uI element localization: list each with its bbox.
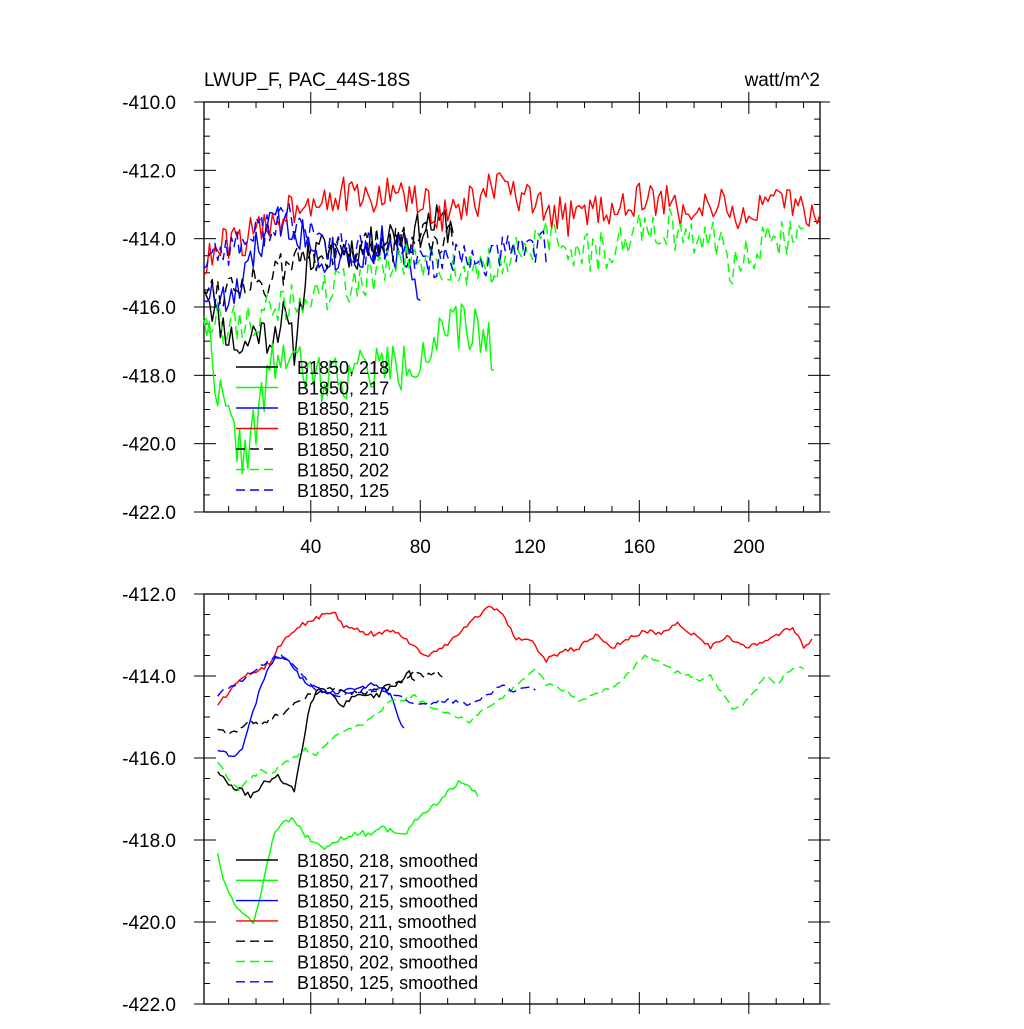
legend-label: B1850, 125 xyxy=(297,481,389,501)
y-tick-label: -422.0 xyxy=(122,503,176,524)
legend-label: B1850, 125, smoothed xyxy=(297,973,478,993)
legend-label: B1850, 211 xyxy=(297,420,388,440)
y-tick-label: -410.0 xyxy=(122,93,176,114)
y-tick-label: -412.0 xyxy=(122,161,176,182)
top-chart-title: LWUP_F, PAC_44S-18S xyxy=(204,70,410,91)
y-tick-label: -418.0 xyxy=(122,831,176,852)
series-line-6 xyxy=(203,202,547,279)
series-line-2 xyxy=(217,656,405,758)
x-tick-label: 200 xyxy=(733,537,765,558)
y-tick-label: -420.0 xyxy=(122,435,176,456)
y-tick-label: -422.0 xyxy=(122,995,176,1016)
series-line-1 xyxy=(217,780,479,925)
top-chart-units: watt/m^2 xyxy=(744,70,820,91)
legend-label: B1850, 217, smoothed xyxy=(297,871,478,891)
legend-label: B1850, 210 xyxy=(297,440,389,460)
legend-label: B1850, 217 xyxy=(297,379,389,399)
legend-label: B1850, 211, smoothed xyxy=(297,912,477,932)
bottom-panel: -412.0 -414.0 -416.0 -418.0 -420.0 -422.0 B18… xyxy=(122,584,830,1016)
series-line-4 xyxy=(217,669,443,735)
y-tick-label: -412.0 xyxy=(122,585,176,606)
y-tick-label: -416.0 xyxy=(122,298,176,319)
legend-label: B1850, 202, smoothed xyxy=(297,953,478,973)
series-line-3 xyxy=(217,605,813,706)
y-tick-label: -418.0 xyxy=(122,366,176,387)
y-tick-label: -416.0 xyxy=(122,749,176,770)
series-line-0 xyxy=(217,670,416,799)
series-line-6 xyxy=(217,652,536,707)
legend-label: B1850, 202 xyxy=(297,461,389,481)
x-tick-label: 160 xyxy=(623,537,655,558)
y-tick-label: -420.0 xyxy=(122,913,176,934)
legend-label: B1850, 218, smoothed xyxy=(297,851,478,871)
x-tick-label: 80 xyxy=(410,537,431,558)
legend-label: B1850, 215 xyxy=(297,399,389,419)
series-line-1 xyxy=(203,303,495,475)
series-line-5 xyxy=(217,654,804,793)
legend-label: B1850, 218 xyxy=(297,358,389,378)
x-tick-label: 40 xyxy=(300,537,321,558)
y-tick-label: -414.0 xyxy=(122,667,176,688)
legend-label: B1850, 210, smoothed xyxy=(297,932,478,952)
series-line-2 xyxy=(203,206,421,312)
series-line-3 xyxy=(203,172,821,276)
series-line-5 xyxy=(203,208,804,345)
top-panel: LWUP_F, PAC_44S-18S watt/m^2 40 80 120 160 2… xyxy=(122,70,830,558)
y-tick-label: -414.0 xyxy=(122,230,176,251)
x-tick-label: 120 xyxy=(514,537,546,558)
legend-label: B1850, 215, smoothed xyxy=(297,892,478,912)
